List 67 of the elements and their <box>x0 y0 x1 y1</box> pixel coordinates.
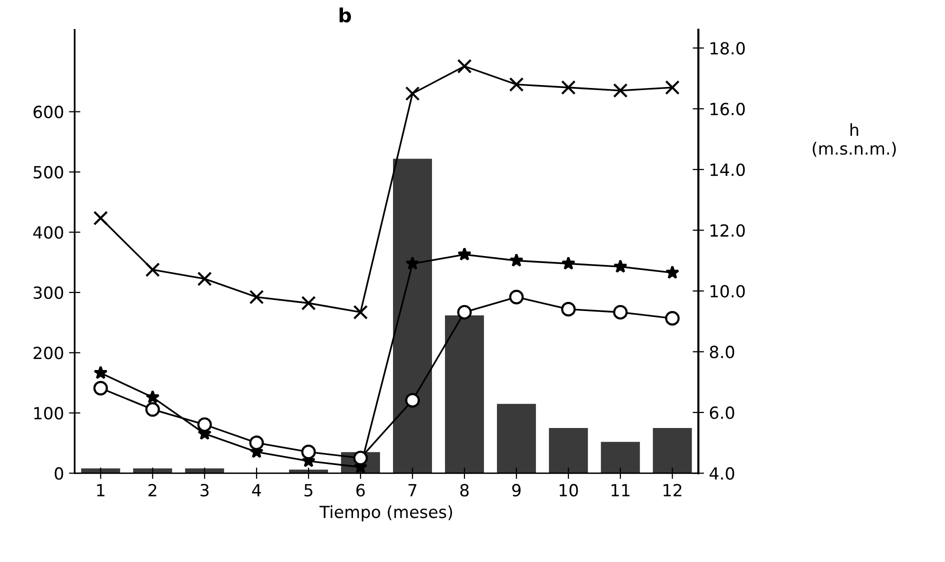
point <box>665 80 680 95</box>
point <box>509 290 524 304</box>
x-tick-label: 2 <box>148 484 156 496</box>
bar <box>444 315 484 474</box>
x-tick-label: 10 <box>560 484 578 497</box>
point <box>665 265 680 279</box>
x-tick-label: 1 <box>97 484 104 496</box>
x-tick-label: 11 <box>612 484 630 496</box>
y2-tick-label: 14.0 <box>710 163 745 176</box>
point <box>613 83 628 98</box>
bar <box>496 404 536 474</box>
y2-tick-label: 10.0 <box>710 284 745 298</box>
bar <box>600 442 640 474</box>
y-tick-label: 100 <box>34 406 64 420</box>
y2-tick-label: 12.0 <box>710 224 745 237</box>
bar <box>548 428 588 474</box>
y2-tick-label: 16.0 <box>710 102 745 116</box>
y2-tick-label: 4.0 <box>710 467 734 480</box>
point <box>93 380 108 396</box>
point <box>561 302 576 316</box>
point <box>665 311 680 326</box>
point <box>197 417 212 432</box>
point <box>457 304 472 320</box>
point <box>509 77 524 92</box>
bar <box>393 158 432 474</box>
y-tick-label: 0 <box>54 467 64 480</box>
point <box>249 290 264 304</box>
point <box>405 393 420 408</box>
point <box>561 80 576 95</box>
y2-tick-label: 6.0 <box>710 406 734 420</box>
point <box>353 304 368 320</box>
point <box>301 296 316 310</box>
x-tick-label: 12 <box>664 484 682 496</box>
x-axis-title: Tiempo (meses) <box>319 505 452 522</box>
x-tick-label: 7 <box>408 484 416 496</box>
x-tick-label: 8 <box>460 484 469 497</box>
y2-tick-label: 18.0 <box>710 42 745 55</box>
point <box>93 210 108 226</box>
y-tick-label: 300 <box>34 286 64 300</box>
point <box>561 256 576 270</box>
x-tick-label: 4 <box>252 484 261 496</box>
chart-title: b <box>340 7 352 22</box>
point <box>145 402 160 417</box>
point <box>509 253 524 267</box>
x-tick-label: 6 <box>356 484 365 497</box>
point <box>457 58 472 74</box>
y2-tick-label: 8.0 <box>710 346 734 358</box>
point <box>94 366 108 380</box>
y-tick-label: 200 <box>34 346 64 360</box>
point <box>405 86 420 101</box>
x-tick-label: 9 <box>512 484 521 497</box>
bar <box>652 428 692 474</box>
point <box>613 259 628 273</box>
y-tick-label: 400 <box>33 226 64 239</box>
y-tick-label: 600 <box>34 106 64 118</box>
y-tick-label: 500 <box>34 166 64 179</box>
point <box>406 256 420 270</box>
point <box>457 247 472 261</box>
point <box>146 390 160 404</box>
x-tick-label: 5 <box>304 484 312 497</box>
point <box>145 262 160 278</box>
point <box>197 272 212 286</box>
y2-axis-title: h (m.s.n.m.) <box>812 123 896 157</box>
point <box>613 304 628 320</box>
point <box>301 444 316 460</box>
point <box>249 436 264 450</box>
x-tick-label: 3 <box>200 484 209 497</box>
